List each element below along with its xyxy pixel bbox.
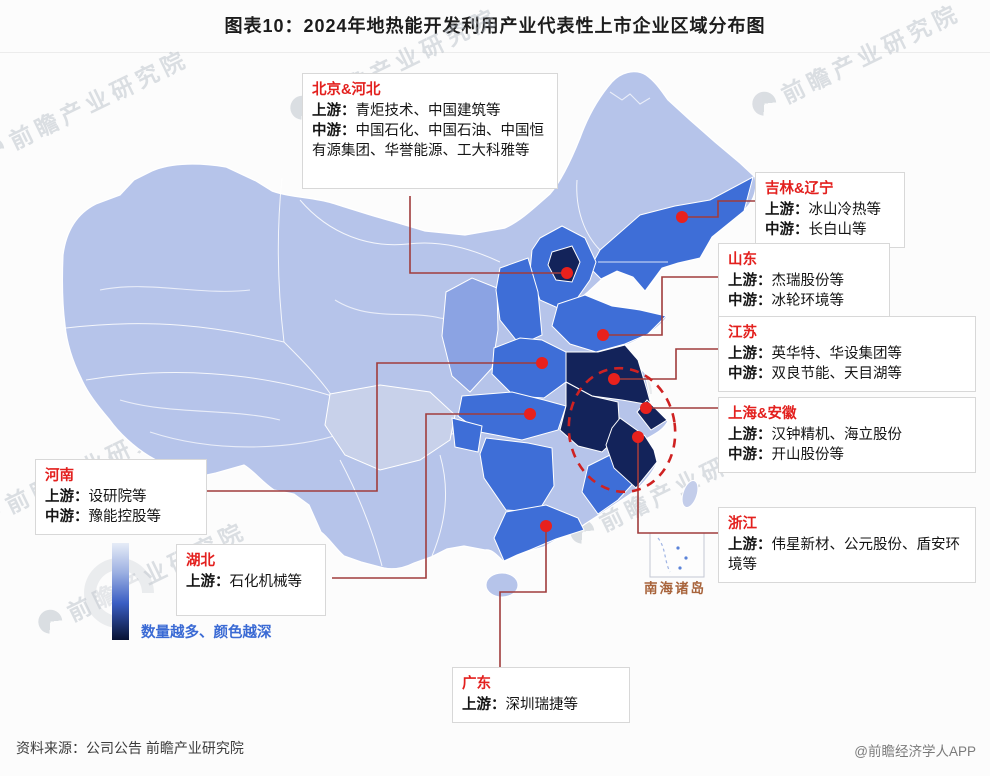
legend-label: 数量越多、颜色越深: [141, 625, 272, 641]
connector-guangdong: [499, 526, 547, 667]
callout-jilin-liaoning: 吉林&辽宁 上游：冰山冷热等 中游：长白山等: [755, 172, 905, 248]
south-sea-label: 南海诸岛: [644, 581, 706, 596]
callout-shanghai-anhui: 上海&安徽 上游：汉钟精机、海立股份 中游：开山股份等: [718, 397, 976, 473]
south-sea-inset: [649, 532, 705, 578]
connector-shandong: [603, 276, 718, 336]
connector-jilin-liaoning: [682, 200, 755, 218]
callout-line: 中游：豫能控股等: [45, 509, 161, 525]
connector-zhejiang: [637, 437, 718, 534]
callout-region-title: 广东: [462, 676, 491, 692]
marker-hubei: [524, 408, 536, 420]
credit-note: @前瞻经济学人APP: [854, 744, 976, 759]
callout-region-title: 河南: [45, 468, 74, 484]
callout-line: 上游：伟星新材、公元股份、盾安环境等: [728, 537, 960, 573]
province-guangdong: [493, 504, 585, 562]
callout-line: 上游：汉钟精机、海立股份: [728, 427, 902, 443]
connector-beijing-hebei: [409, 196, 561, 274]
callout-guangdong: 广东 上游：深圳瑞捷等: [452, 667, 630, 723]
marker-jiangsu: [608, 373, 620, 385]
callout-line: 上游：杰瑞股份等: [728, 273, 844, 289]
callout-line: 中游：冰轮环境等: [728, 293, 844, 309]
callout-region-title: 北京&河北: [312, 82, 381, 98]
province-shandong: [551, 294, 667, 353]
callout-line: 中游：中国石化、中国石油、中国恒有源集团、华誉能源、工大科雅等: [312, 123, 544, 159]
callout-line: 上游：青炬技术、中国建筑等: [312, 103, 501, 119]
province-borders: [65, 177, 601, 567]
province-anhui: [559, 381, 621, 453]
province-zhejiang: [605, 417, 658, 489]
marker-shanghai-anhui: [640, 402, 652, 414]
page-title: 图表10：2024年地热能开发利用产业代表性上市企业区域分布图: [224, 16, 766, 36]
callout-region-title: 湖北: [186, 553, 215, 569]
callout-line: 上游：英华特、华设集团等: [728, 346, 902, 362]
callout-region-title: 上海&安徽: [728, 406, 797, 422]
callout-line: 上游：设研院等: [45, 489, 147, 505]
callout-region-title: 吉林&辽宁: [765, 181, 834, 197]
callout-region-title: 江苏: [728, 325, 757, 341]
highlight-circle: [567, 366, 677, 494]
callout-henan: 河南 上游：设研院等 中游：豫能控股等: [35, 459, 207, 535]
island-hainan: [485, 572, 519, 598]
callout-region-title: 浙江: [728, 516, 757, 532]
callout-line: 中游：开山股份等: [728, 447, 844, 463]
province-sichuan: [324, 384, 456, 471]
callout-hubei: 湖北 上游：石化机械等: [176, 544, 326, 616]
callout-line: 上游：冰山冷热等: [765, 202, 881, 218]
callout-region-title: 山东: [728, 252, 757, 268]
callout-beijing-hebei: 北京&河北 上游：青炬技术、中国建筑等 中游：中国石化、中国石油、中国恒有源集团…: [302, 73, 558, 189]
marker-guangdong: [540, 520, 552, 532]
connector-hubei: [332, 413, 530, 579]
callout-line: 中游：长白山等: [765, 222, 867, 238]
legend-gradient-bar: [112, 543, 129, 640]
province-chongqing: [451, 417, 483, 453]
title-divider: [0, 52, 990, 53]
marker-zhejiang: [632, 431, 644, 443]
island-taiwan: [681, 480, 699, 508]
callout-line: 中游：双良节能、天目湖等: [728, 366, 902, 382]
callout-jiangsu: 江苏 上游：英华特、华设集团等 中游：双良节能、天目湖等: [718, 316, 976, 392]
callout-line: 上游：石化机械等: [186, 574, 302, 590]
callout-line: 上游：深圳瑞捷等: [462, 697, 578, 713]
marker-jilin-liaoning: [676, 211, 688, 223]
callout-shandong: 山东 上游：杰瑞股份等 中游：冰轮环境等: [718, 243, 890, 319]
marker-beijing-hebei: [561, 267, 573, 279]
connector-henan: [207, 362, 542, 492]
marker-shandong: [597, 329, 609, 341]
connector-jiangsu: [614, 348, 718, 380]
marker-henan: [536, 357, 548, 369]
source-note: 资料来源：公司公告 前瞻产业研究院: [16, 740, 244, 756]
callout-zhejiang: 浙江 上游：伟星新材、公元股份、盾安环境等: [718, 507, 976, 583]
